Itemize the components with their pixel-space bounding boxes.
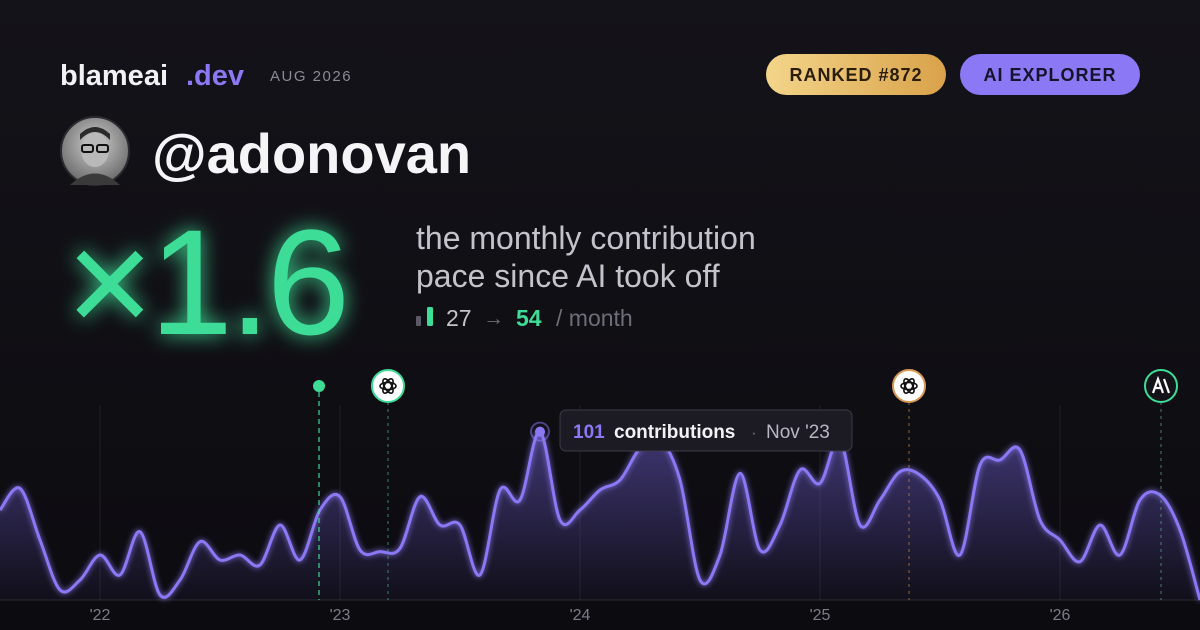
brand-tld: .dev [186,60,244,92]
brand-name: blameai [60,60,168,92]
tooltip-separator: · [751,423,757,442]
avatar [60,116,130,186]
pace-arrow: → [483,307,504,330]
x-tick-label: '24 [570,607,591,624]
badge [960,54,1140,95]
tooltip-date: Nov '23 [766,422,830,443]
pace-unit: / month [556,305,633,331]
pace-after: 54 [516,305,542,331]
badge [766,54,946,95]
highlight-point [535,426,545,437]
date: AUG 2026 [270,68,352,85]
event-markers [313,369,1178,600]
tooltip-box [559,409,853,452]
highlight-ring [530,421,550,442]
area [0,431,1200,600]
username: @adonovan [152,122,471,185]
openai-icon [892,369,926,403]
x-tick-label: '22 [90,607,111,624]
pace-icon [427,307,433,326]
x-tick-label: '25 [810,607,831,624]
badge-text: AI EXPLORER [983,65,1116,85]
tooltip-label: contributions [614,422,735,443]
badge-text: RANKED #872 [789,65,922,85]
pace-icon [416,316,421,326]
openai-icon [371,369,405,403]
tagline: the monthly contribution [416,220,756,256]
tooltip-value: 101 [573,422,605,443]
anthropic-icon [1144,369,1178,403]
tagline: pace since AI took off [416,258,720,294]
tooltip: 101 contributions · Nov '23 [559,409,853,452]
x-tick-label: '23 [330,607,351,624]
pace-before: 27 [446,305,472,331]
line [0,430,1200,601]
multiplier: ×1.6 [66,198,346,366]
x-tick-label: '26 [1050,607,1071,624]
event-dot [313,380,325,392]
